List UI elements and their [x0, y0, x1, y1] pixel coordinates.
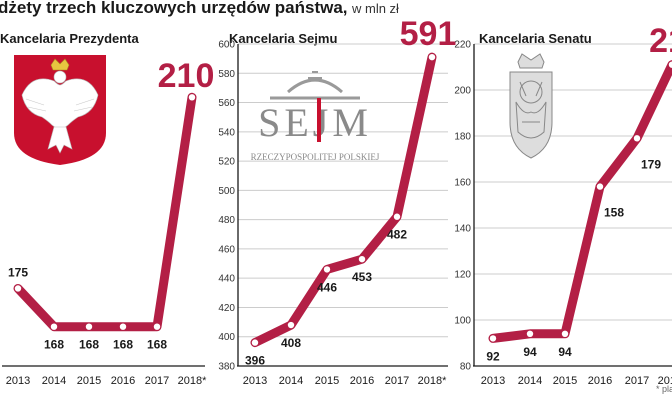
y-tick-label: 600 — [218, 40, 235, 51]
data-point — [251, 339, 259, 346]
y-tick-label: 380 — [218, 362, 235, 373]
x-tick-label: 2018* — [178, 375, 207, 387]
x-tick-label: 2014 — [518, 375, 542, 387]
x-tick-label: 2017 — [385, 375, 409, 387]
chart-title: dżety trzech kluczowych urzędów państwa,… — [0, 0, 399, 18]
x-tick-label: 2018* — [418, 375, 447, 387]
chart-title-unit: w mln zł — [351, 1, 399, 16]
y-tick-label: 560 — [218, 98, 235, 109]
x-tick-label: 2013 — [243, 375, 267, 387]
data-point — [561, 330, 569, 337]
panel-title-sejm: Kancelaria Sejmu — [229, 31, 338, 46]
data-label: 168 — [79, 338, 99, 352]
data-point — [85, 323, 93, 330]
y-tick-label: 120 — [454, 270, 471, 281]
x-tick-label: 2014 — [42, 375, 66, 387]
data-point — [489, 335, 497, 342]
data-label: 168 — [113, 338, 133, 352]
data-point — [428, 53, 436, 61]
data-point — [323, 266, 331, 273]
y-tick-label: 440 — [218, 274, 235, 285]
data-point — [596, 183, 604, 190]
data-label: 175 — [8, 265, 28, 279]
x-tick-label: 2015 — [315, 375, 339, 387]
data-point — [668, 61, 672, 68]
y-tick-label: 460 — [218, 244, 235, 255]
highlight-value: 210 — [158, 57, 215, 95]
data-point — [526, 330, 534, 337]
x-tick-label: 2014 — [279, 375, 303, 387]
x-tick-label: 2015 — [553, 375, 577, 387]
x-tick-label: 2015 — [77, 375, 101, 387]
y-tick-label: 160 — [454, 178, 471, 189]
highlight-value: 591 — [400, 15, 457, 53]
data-label: 482 — [387, 228, 407, 242]
sejm-logo-icon: SEJM RZECZYPOSPOLITEJ POLSKIEJ — [251, 71, 380, 162]
data-point — [393, 213, 401, 220]
y-tick-label: 220 — [454, 40, 471, 51]
x-tick-label: 2017 — [145, 375, 169, 387]
x-tick-label: 2016 — [111, 375, 135, 387]
panel-title-president: Kancelaria Prezydenta — [0, 31, 139, 46]
data-label: 158 — [604, 206, 624, 220]
data-label: 179 — [641, 157, 661, 171]
data-label: 446 — [317, 280, 337, 294]
y-tick-label: 540 — [218, 127, 235, 138]
y-tick-label: 100 — [454, 316, 471, 327]
data-point — [633, 135, 641, 142]
footnote: * plan — [656, 384, 672, 394]
x-tick-label: 2017 — [625, 375, 649, 387]
y-tick-label: 400 — [218, 332, 235, 343]
series-line — [488, 60, 672, 343]
data-point — [153, 323, 161, 330]
series-line — [13, 92, 197, 332]
highlight-value: 21 — [649, 22, 672, 60]
data-label: 94 — [523, 345, 537, 359]
x-tick-label: 2013 — [481, 375, 505, 387]
x-tick-label: 2018* — [658, 375, 672, 387]
y-tick-label: 580 — [218, 69, 235, 80]
senate-eagle-emblem-icon — [509, 53, 553, 159]
sejm-logo-text: SEJM — [258, 100, 372, 145]
polish-eagle-emblem-icon — [14, 55, 106, 165]
y-tick-label: 140 — [454, 224, 471, 235]
y-tick-label: 200 — [454, 86, 471, 97]
y-tick-label: 500 — [218, 186, 235, 197]
data-label: 168 — [147, 338, 167, 352]
data-label: 408 — [281, 336, 301, 350]
data-point — [287, 321, 295, 329]
data-point — [188, 94, 196, 101]
chart-title-main: dżety trzech kluczowych urzędów państwa, — [0, 0, 348, 17]
data-label: 396 — [245, 354, 265, 368]
y-tick-label: 180 — [454, 132, 471, 143]
data-point — [119, 323, 127, 330]
x-tick-label: 2016 — [588, 375, 612, 387]
data-point — [358, 255, 366, 263]
data-point — [14, 285, 22, 292]
sejm-logo-subtext: RZECZYPOSPOLITEJ POLSKIEJ — [251, 152, 380, 162]
y-tick-label: 480 — [218, 215, 235, 226]
y-tick-label: 80 — [460, 362, 472, 373]
data-label: 92 — [486, 349, 500, 363]
panel-title-senate: Kancelaria Senatu — [479, 31, 592, 46]
series-line — [250, 52, 437, 348]
data-point — [50, 323, 58, 330]
x-tick-label: 2013 — [6, 375, 30, 387]
y-tick-label: 520 — [218, 157, 235, 168]
data-label: 168 — [44, 338, 64, 352]
y-tick-label: 420 — [218, 303, 235, 314]
data-label: 94 — [558, 345, 572, 359]
x-tick-label: 2016 — [350, 375, 374, 387]
data-label: 453 — [352, 270, 372, 284]
